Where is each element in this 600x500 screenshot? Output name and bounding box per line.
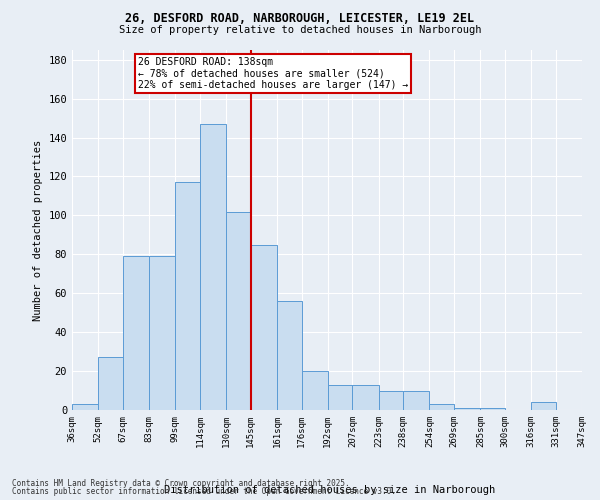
Bar: [454, 408, 481, 410]
Bar: [328, 384, 352, 410]
Bar: [481, 408, 505, 410]
Bar: [123, 256, 149, 410]
Bar: [226, 212, 251, 410]
Bar: [379, 390, 403, 410]
Bar: [352, 384, 379, 410]
Bar: [531, 402, 556, 410]
Text: Size of property relative to detached houses in Narborough: Size of property relative to detached ho…: [119, 25, 481, 35]
Text: Distribution of detached houses by size in Narborough: Distribution of detached houses by size …: [164, 485, 496, 495]
Bar: [302, 371, 328, 410]
Bar: [403, 390, 430, 410]
Bar: [277, 301, 302, 410]
Text: 26, DESFORD ROAD, NARBOROUGH, LEICESTER, LE19 2EL: 26, DESFORD ROAD, NARBOROUGH, LEICESTER,…: [125, 12, 475, 26]
Bar: [149, 256, 175, 410]
Bar: [175, 182, 200, 410]
Y-axis label: Number of detached properties: Number of detached properties: [33, 140, 43, 320]
Bar: [251, 244, 277, 410]
Bar: [72, 404, 98, 410]
Bar: [98, 358, 123, 410]
Bar: [200, 124, 226, 410]
Text: Contains HM Land Registry data © Crown copyright and database right 2025.: Contains HM Land Registry data © Crown c…: [12, 478, 350, 488]
Text: 26 DESFORD ROAD: 138sqm
← 78% of detached houses are smaller (524)
22% of semi-d: 26 DESFORD ROAD: 138sqm ← 78% of detache…: [139, 57, 409, 90]
Bar: [430, 404, 454, 410]
Text: Contains public sector information licensed under the Open Government Licence v3: Contains public sector information licen…: [12, 487, 396, 496]
